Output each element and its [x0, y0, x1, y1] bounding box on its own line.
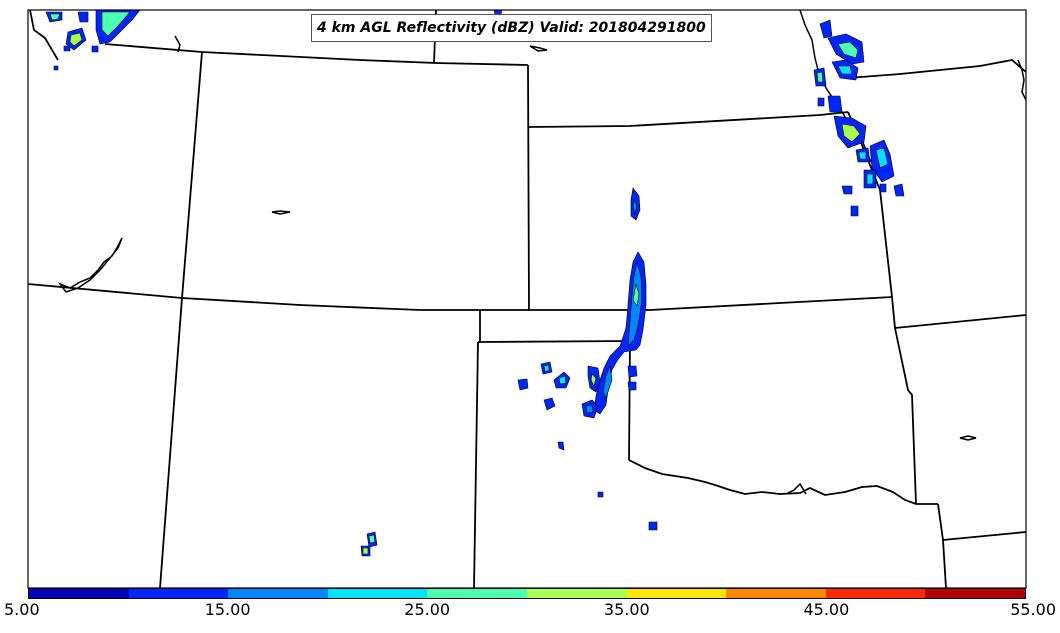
- squall-line-core: [632, 283, 640, 307]
- state-line-tx-ok-east: [628, 340, 631, 461]
- cell-ne-6-inner: [841, 123, 861, 143]
- lake-wyoming: [174, 35, 181, 53]
- cell-tx-9: [557, 441, 565, 451]
- cell-ne-13: [817, 97, 825, 107]
- state-line-co-east: [527, 64, 530, 311]
- map-title: 4 km AGL Reflectivity (dBZ) Valid: 20180…: [311, 14, 712, 42]
- state-line-red-river: [628, 459, 938, 505]
- state-line-ok-east: [894, 327, 917, 505]
- cell-ks-north-inner: [632, 199, 638, 215]
- cell-ne-8-inner: [875, 147, 889, 169]
- lake-minnesota-wi: [799, 10, 881, 173]
- colorbar-tick-label: 25.00: [404, 600, 451, 619]
- colorbar-segment: [626, 589, 727, 598]
- cell-nw-3-inner: [49, 13, 61, 21]
- colorbar-segment: [825, 589, 926, 598]
- state-line-wy-id-nw: [29, 10, 59, 61]
- reflectivity-contours: [45, 10, 905, 557]
- colorbar-segment: [726, 589, 826, 598]
- cell-ne-9-inner: [866, 173, 874, 185]
- colorbar: [28, 588, 1026, 599]
- cell-nw-5: [91, 45, 99, 53]
- cell-tx-4-inner: [543, 364, 550, 372]
- colorbar-segment: [526, 589, 627, 598]
- cell-nw-7: [53, 65, 59, 71]
- cell-nw-1-inner: [101, 11, 131, 37]
- state-line-ks-north: [527, 111, 849, 128]
- cell-nm-2-inner: [362, 547, 369, 555]
- cell-nw-6: [63, 45, 71, 52]
- plot-frame: [27, 9, 1027, 589]
- cell-tx-5: [517, 378, 529, 391]
- cell-ne-14: [879, 183, 887, 193]
- state-line-ne-north: [104, 43, 529, 66]
- cell-ne-2-inner: [837, 41, 859, 59]
- cell-tx-10: [597, 491, 604, 498]
- colorbar-tick-label: 55.00: [1010, 600, 1056, 619]
- cell-tx-7: [627, 365, 638, 378]
- lake-red-river: [785, 482, 807, 495]
- colorbar-tick-label: 15.00: [204, 600, 251, 619]
- great-salt-lake-outline: [57, 237, 123, 293]
- cell-tx-6: [543, 397, 556, 411]
- state-line-mo-south: [894, 314, 1026, 329]
- colorbar-segment: [228, 589, 328, 598]
- cell-nm-1-inner: [368, 534, 376, 544]
- state-line-la-ar: [942, 531, 1026, 541]
- cell-ne-1: [819, 19, 833, 39]
- state-line-37n: [28, 283, 893, 311]
- squall-line-south-inner: [602, 364, 613, 399]
- colorbar-segment: [427, 589, 527, 598]
- lake-east-texas: [959, 435, 977, 441]
- cell-tx-1-inner: [590, 373, 597, 387]
- colorbar-segment: [925, 589, 1025, 598]
- colorbar-segment: [29, 589, 129, 598]
- cell-nw-4: [77, 11, 89, 23]
- cell-ne-10: [841, 185, 853, 195]
- lake-sd-ne: [529, 45, 548, 52]
- state-line-tx-la: [937, 503, 947, 588]
- squall-line-inner: [627, 261, 643, 347]
- cell-ne-7-inner: [858, 151, 867, 160]
- cell-ne-3-inner: [837, 65, 853, 75]
- colorbar-tick-label: 45.00: [803, 600, 850, 619]
- state-line-panhandle-south: [477, 340, 631, 343]
- lakes-coastlines: [57, 10, 1026, 495]
- cell-ne-4-inner: [816, 71, 824, 83]
- lake-mississippi-n: [1017, 59, 1026, 101]
- cell-ne-5: [827, 95, 843, 113]
- cell-nw-2-inner: [69, 32, 83, 47]
- state-line-nm-east: [473, 341, 479, 588]
- cell-tx-11: [648, 521, 658, 531]
- cell-tx-2-inner: [585, 404, 594, 414]
- colorbar-segment: [327, 589, 428, 598]
- small-lake-colorado: [271, 210, 291, 215]
- cell-tx-3-inner: [558, 375, 567, 385]
- cell-tx-8: [627, 381, 637, 391]
- cell-ne-12: [850, 205, 859, 217]
- state-boundaries: [28, 10, 1026, 588]
- cell-ne-11: [893, 183, 905, 197]
- colorbar-segment: [128, 589, 229, 598]
- colorbar-tick-label: 5.00: [4, 600, 40, 619]
- state-line-ia-south: [847, 59, 1026, 79]
- state-line-co-west: [159, 51, 203, 588]
- colorbar-tick-label: 35.00: [603, 600, 650, 619]
